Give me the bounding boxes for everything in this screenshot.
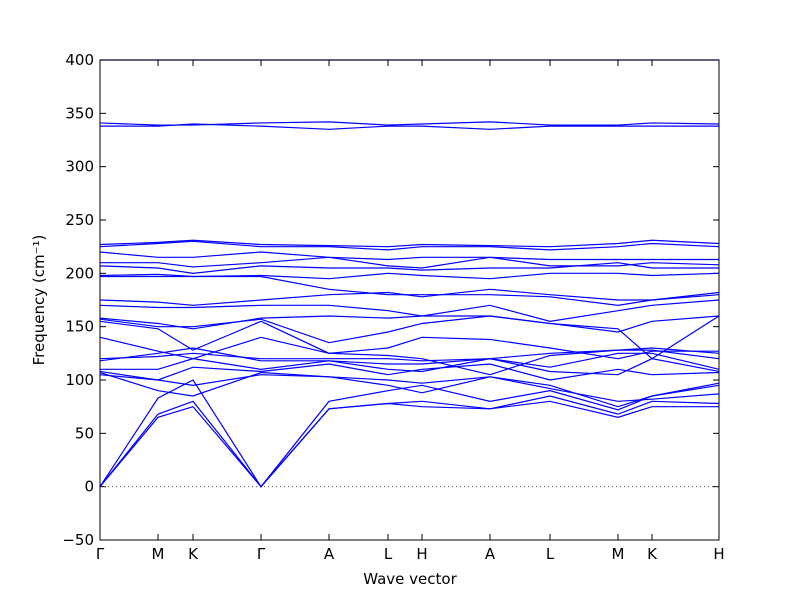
band-line (99, 395, 720, 488)
band-line (99, 320, 719, 360)
x-tick-label: Γ (96, 545, 105, 563)
y-tick-label: 250 (65, 211, 94, 229)
x-tick-label: M (612, 545, 625, 563)
y-tick-label: 0 (84, 478, 94, 496)
band-line (99, 262, 719, 274)
band-line (99, 363, 720, 381)
band-line (100, 123, 719, 130)
band-line (100, 358, 720, 376)
band-line (99, 299, 720, 322)
y-tick-label: 400 (65, 51, 94, 69)
x-tick-label: Γ (257, 545, 266, 563)
band-line (99, 400, 719, 488)
x-tick-label: K (188, 545, 199, 563)
y-tick-label: −50 (62, 531, 94, 549)
band-line (99, 288, 720, 306)
band-line (99, 336, 720, 376)
plot-frame (99, 59, 720, 541)
y-tick-label: 50 (75, 424, 94, 442)
band-line (99, 251, 719, 261)
band-line (100, 275, 720, 306)
y-tick-label: 150 (65, 318, 94, 336)
band-line (99, 347, 720, 370)
x-tick-label: H (416, 545, 427, 563)
y-tick-label: 300 (65, 158, 94, 176)
x-tick-label: M (152, 545, 165, 563)
band-line (99, 315, 720, 333)
band-line (99, 315, 720, 360)
band-line (99, 240, 720, 251)
y-tick-label: 200 (65, 264, 94, 282)
band-line (100, 256, 720, 269)
x-tick-label: H (713, 545, 724, 563)
band-line (99, 374, 720, 408)
x-tick-label: K (647, 545, 658, 563)
band-line (99, 239, 720, 248)
x-tick-label: L (384, 545, 393, 563)
x-axis-label: Wave vector (363, 570, 457, 588)
y-tick-label: 100 (65, 371, 94, 389)
y-tick-label: 350 (65, 104, 94, 122)
y-axis-label: Frequency (cm⁻¹) (30, 235, 48, 366)
x-tick-label: L (546, 545, 555, 563)
x-tick-label: A (324, 545, 335, 563)
band-line (99, 272, 720, 280)
x-tick-label: A (485, 545, 496, 563)
band-line (99, 379, 720, 488)
band-line (99, 121, 720, 126)
band-line (99, 371, 720, 402)
